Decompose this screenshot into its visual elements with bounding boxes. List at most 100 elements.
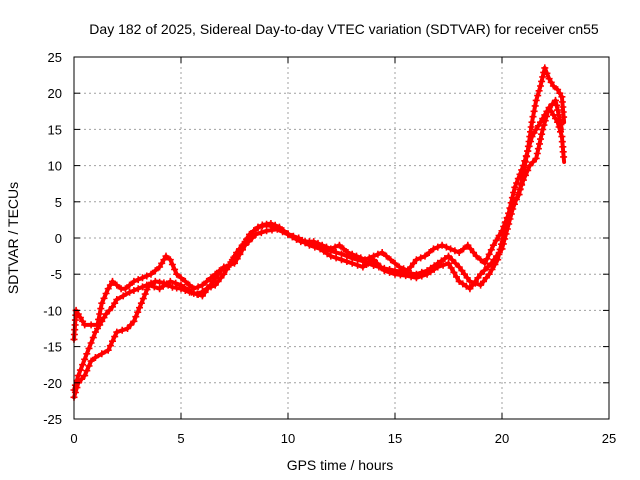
- data-point: [519, 176, 527, 184]
- data-point: [421, 252, 429, 260]
- data-point: [354, 261, 362, 269]
- data-point: [541, 64, 549, 72]
- data-point: [295, 234, 303, 242]
- data-point: [412, 274, 420, 282]
- data-point: [121, 285, 129, 293]
- x-tick-label: 10: [281, 431, 295, 446]
- data-point: [162, 252, 170, 260]
- data-point: [430, 245, 437, 253]
- y-tick-label: 15: [48, 122, 62, 137]
- data-point: [533, 150, 541, 157]
- y-tick-label: 25: [48, 50, 62, 65]
- data-point: [485, 250, 493, 258]
- data-point: [430, 265, 438, 273]
- data-point: [126, 281, 134, 289]
- y-tick-label: -10: [43, 303, 62, 318]
- data-point: [535, 87, 543, 95]
- data-point: [245, 238, 253, 246]
- data-point: [225, 261, 233, 269]
- data-point: [537, 82, 544, 90]
- data-point: [267, 220, 275, 227]
- data-point: [472, 252, 480, 260]
- data-point: [193, 290, 201, 298]
- data-point: [477, 270, 485, 278]
- data-point: [461, 270, 468, 278]
- data-point: [139, 295, 147, 303]
- data-point: [105, 306, 113, 314]
- data-point: [531, 102, 539, 110]
- data-point: [156, 285, 164, 293]
- y-tick-label: 5: [55, 195, 62, 210]
- data-point: [209, 277, 217, 285]
- data-point: [477, 281, 485, 289]
- data-point: [348, 250, 356, 258]
- data-point: [556, 116, 564, 124]
- data-point: [214, 270, 222, 278]
- data-point: [391, 259, 399, 267]
- data-point: [143, 286, 151, 294]
- data-point: [480, 267, 488, 275]
- data-point: [539, 125, 547, 133]
- x-axis-label: GPS time / hours: [287, 457, 394, 473]
- data-point: [483, 255, 491, 263]
- data-point: [445, 259, 452, 267]
- data-point: [543, 112, 550, 120]
- data-point: [471, 277, 479, 285]
- x-tick-label: 20: [495, 431, 509, 446]
- y-axis-label: SDTVAR / TECUs: [5, 182, 21, 294]
- data-point: [102, 310, 110, 318]
- data-point: [323, 243, 330, 251]
- data-point: [370, 256, 378, 264]
- data-point: [359, 263, 367, 271]
- data-point: [109, 277, 116, 285]
- data-point: [160, 256, 168, 264]
- data-point: [181, 277, 189, 285]
- grid-lines: [74, 57, 609, 419]
- data-point: [477, 256, 485, 264]
- data-point: [529, 158, 537, 166]
- data-point: [560, 153, 568, 161]
- data-point: [331, 243, 339, 251]
- data-point: [302, 239, 310, 247]
- data-point: [83, 350, 91, 358]
- data-point: [541, 117, 549, 125]
- data-point: [353, 252, 360, 260]
- data-point: [104, 346, 112, 354]
- data-point: [143, 272, 151, 280]
- data-point: [487, 259, 495, 267]
- data-point: [166, 256, 174, 264]
- data-point: [366, 258, 374, 266]
- data-point: [452, 259, 460, 267]
- data-point: [79, 361, 87, 369]
- data-point: [498, 245, 506, 253]
- data-point: [523, 153, 531, 161]
- data-point: [493, 252, 501, 260]
- data-point: [220, 263, 228, 271]
- data-point: [171, 265, 179, 273]
- data-point: [327, 252, 335, 260]
- data-point: [145, 281, 153, 289]
- data-point: [311, 243, 319, 251]
- data-point: [173, 270, 181, 278]
- data-point: [514, 191, 522, 199]
- data-point: [510, 189, 518, 196]
- data-point: [464, 241, 472, 249]
- data-point: [124, 325, 131, 332]
- data-point: [241, 241, 249, 249]
- data-point: [147, 270, 155, 278]
- data-point: [130, 317, 138, 325]
- y-tick-label: -25: [43, 412, 62, 427]
- data-point: [508, 194, 516, 202]
- data-point: [104, 285, 112, 293]
- data-point: [455, 263, 463, 271]
- data-point: [503, 225, 511, 233]
- data-point: [474, 274, 482, 282]
- data-point: [540, 68, 548, 76]
- data-point: [470, 249, 477, 256]
- data-point: [545, 75, 553, 83]
- data-point: [113, 281, 121, 289]
- x-tick-label: 25: [602, 431, 616, 446]
- data-point: [177, 281, 185, 289]
- series-line: [72, 65, 567, 342]
